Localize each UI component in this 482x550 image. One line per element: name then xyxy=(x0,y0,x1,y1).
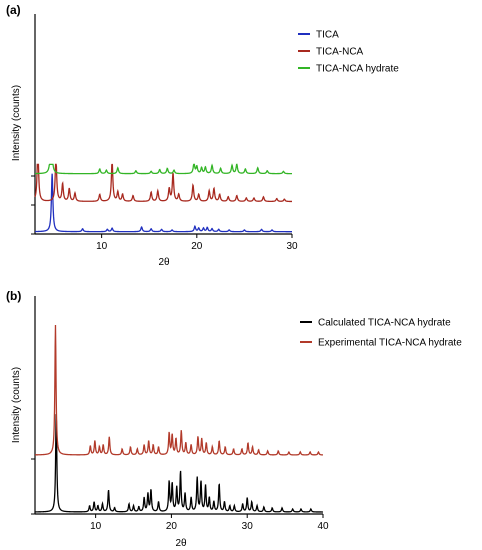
panel-a-y-axis-label: Intensity (counts) xyxy=(11,85,22,161)
panel-a-plot: 10 20 30 xyxy=(31,14,298,252)
legend-entry: Experimental TICA-NCA hydrate xyxy=(318,338,462,349)
x-tick-label: 30 xyxy=(242,521,254,532)
panel-b-label: (b) xyxy=(6,289,21,303)
series-line-tica xyxy=(35,173,292,233)
x-tick-label: 20 xyxy=(166,521,178,532)
legend-entry: TICA-NCA xyxy=(316,47,364,58)
x-tick-label: 10 xyxy=(96,241,108,252)
legend-entry: Calculated TICA-NCA hydrate xyxy=(318,318,451,329)
x-tick-label: 10 xyxy=(90,521,102,532)
x-tick-label: 40 xyxy=(317,521,329,532)
x-tick-label: 20 xyxy=(191,241,203,252)
series-line-tica-nca-hydrate xyxy=(34,163,292,175)
panel-b-chart: (b) 10 20 30 40 Intensity (counts) 2θ Calcu… xyxy=(6,289,462,549)
panel-a-x-axis-label: 2θ xyxy=(158,257,170,268)
panel-a-legend: TICA TICA-NCA TICA-NCA hydrate xyxy=(298,30,399,75)
panel-a-chart: (a) 10 20 30 Intensity (counts) 2θ TICATIC… xyxy=(6,3,399,268)
panel-a-label: (a) xyxy=(6,3,21,17)
x-tick-label: 30 xyxy=(286,241,298,252)
legend-entry: TICA xyxy=(316,30,339,41)
panel-b-legend: Calculated TICA-NCA hydrate Experimental … xyxy=(300,318,462,349)
legend-entry: TICA-NCA hydrate xyxy=(316,64,399,75)
series-line-calculated-tica-nca-hydrate xyxy=(35,414,323,513)
panel-b-plot: 10 20 30 40 xyxy=(31,296,329,532)
panel-b-x-axis-label: 2θ xyxy=(175,538,187,549)
series-line-tica-nca xyxy=(34,163,292,203)
series-line-experimental-tica-nca-hydrate xyxy=(35,325,324,456)
panel-b-y-axis-label: Intensity (counts) xyxy=(11,367,22,443)
